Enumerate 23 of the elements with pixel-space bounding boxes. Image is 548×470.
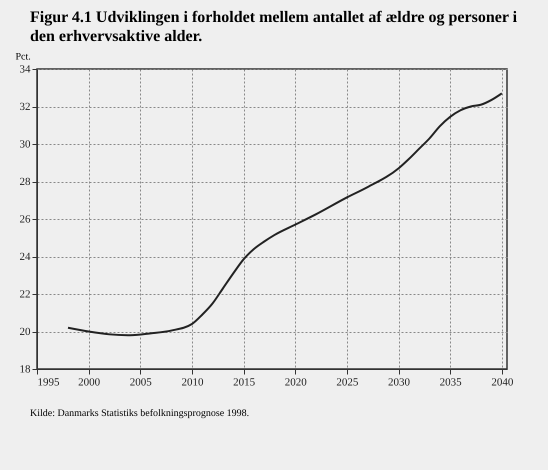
x-tick-label: 2030 (388, 376, 411, 389)
y-tick-label: 32 (20, 101, 30, 114)
x-tick-label: 2020 (284, 376, 308, 389)
y-tick-label: 24 (20, 251, 31, 264)
x-tick-label: 2000 (78, 376, 101, 389)
line-series (66, 92, 503, 337)
y-tick-label: 18 (20, 364, 31, 376)
x-tick-label: 2035 (440, 376, 462, 389)
y-axis-title: Pct. (16, 52, 31, 63)
y-tick-label: 22 (20, 288, 30, 301)
y-tick-label: 34 (20, 64, 31, 76)
chart-title: Figur 4.1 Udviklingen i forholdet mellem antallet af ældre og personer i den erhvervsaktive alder. (29, 8, 518, 46)
y-tick-label: 26 (20, 214, 31, 226)
x-tick-label: 2015 (233, 376, 256, 389)
y-tick-label: 28 (20, 176, 31, 188)
y-tick-label: 30 (20, 138, 31, 151)
x-tick-label: 1995 (38, 376, 60, 389)
x-tick-label: 2010 (181, 376, 204, 389)
y-tick-label: 20 (20, 326, 31, 338)
x-tick-label: 2005 (130, 376, 152, 389)
text: Kilde: Danmarks Statistiks befolkningsprognose 1998. (29, 408, 250, 420)
x-tick-label: 2040 (491, 376, 514, 389)
x-tick-label: 2025 (336, 376, 359, 389)
